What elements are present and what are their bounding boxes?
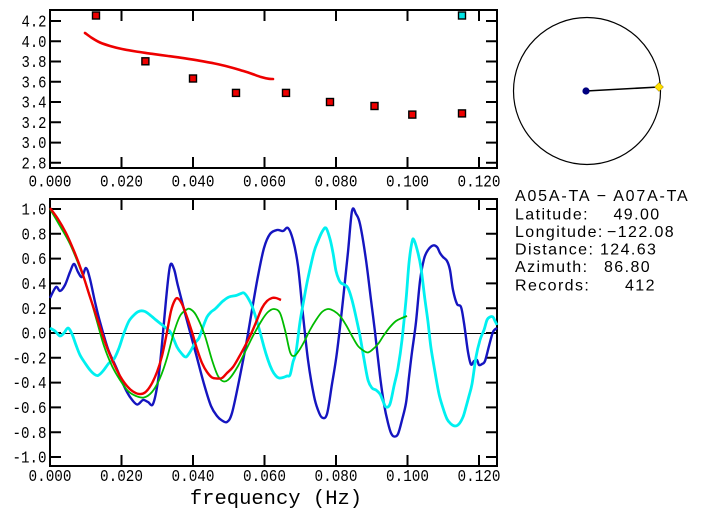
svg-text:0.0: 0.0 [22,326,47,345]
svg-text:frequency (Hz): frequency (Hz) [190,488,362,511]
svg-text:3.2: 3.2 [22,115,47,134]
svg-text:0.8: 0.8 [22,226,47,245]
svg-text:3.4: 3.4 [22,95,47,114]
svg-text:0.020: 0.020 [100,173,143,192]
svg-text:0.120: 0.120 [458,173,501,192]
svg-text:1.0: 1.0 [22,202,47,221]
svg-text:Longitude:: Longitude: [515,224,604,241]
svg-text:-1.0: -1.0 [13,450,47,469]
svg-text:0.040: 0.040 [172,468,215,487]
svg-text:3.8: 3.8 [22,54,47,73]
svg-text:A05A-TA − A07A-TA: A05A-TA − A07A-TA [515,188,690,205]
svg-text:4.2: 4.2 [22,14,47,33]
svg-text:0.060: 0.060 [243,468,286,487]
svg-text:0.6: 0.6 [22,251,47,270]
svg-text:3.0: 3.0 [22,135,47,154]
svg-text:-0.6: -0.6 [13,400,47,419]
svg-text:Records:: Records: [515,278,590,295]
svg-text:-0.2: -0.2 [13,350,47,369]
svg-text:0.100: 0.100 [386,173,429,192]
svg-text:0.080: 0.080 [315,468,358,487]
svg-text:412: 412 [625,278,656,295]
svg-text:-0.4: -0.4 [13,375,47,394]
svg-text:0.020: 0.020 [100,468,143,487]
svg-text:−122.08: −122.08 [607,224,675,241]
svg-text:Latitude:: Latitude: [515,206,589,223]
svg-text:0.4: 0.4 [22,276,47,295]
svg-text:0.2: 0.2 [22,301,47,320]
svg-text:49.00: 49.00 [614,206,661,223]
svg-text:0.000: 0.000 [29,173,72,192]
svg-text:4.0: 4.0 [22,34,47,53]
svg-text:2.8: 2.8 [22,155,47,174]
svg-text:3.6: 3.6 [22,74,47,93]
svg-text:0.120: 0.120 [458,468,501,487]
svg-text:0.060: 0.060 [243,173,286,192]
svg-text:Distance:: Distance: [515,241,594,258]
svg-text:0.040: 0.040 [172,173,215,192]
svg-text:0.080: 0.080 [315,173,358,192]
svg-text:0.000: 0.000 [29,468,72,487]
svg-text:-0.8: -0.8 [13,425,47,444]
svg-text:86.80: 86.80 [604,259,651,276]
svg-text:0.100: 0.100 [386,468,429,487]
svg-text:124.63: 124.63 [600,241,657,258]
svg-text:Azimuth:: Azimuth: [515,259,588,276]
